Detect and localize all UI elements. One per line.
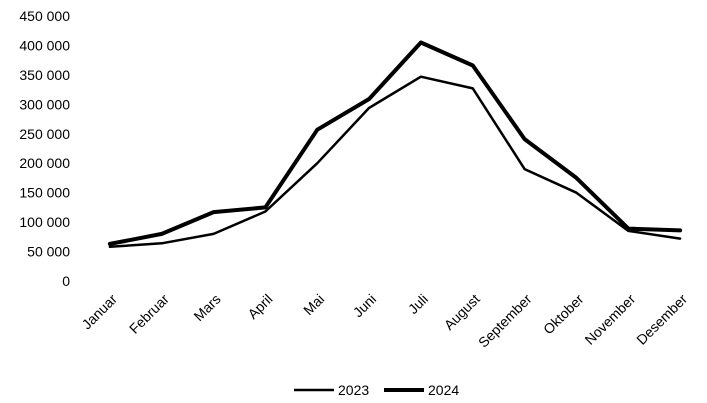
y-tick-label: 200 000 [19, 155, 70, 171]
series-line-2024 [107, 40, 683, 246]
x-tick-label: Mai [300, 291, 327, 318]
legend-label: 2023 [338, 382, 369, 398]
y-tick-label: 300 000 [19, 96, 70, 112]
x-tick-label: Juli [405, 291, 431, 317]
y-axis: 0 50 000 100 000 150 000 200 000 250 000 300 0… [19, 8, 70, 289]
x-tick-label: Mars [190, 291, 223, 324]
series-line-2023 [108, 75, 682, 249]
y-tick-label: 350 000 [19, 67, 70, 83]
y-tick-label: 0 [62, 273, 70, 289]
x-tick-label: April [244, 291, 275, 322]
y-tick-label: 400 000 [19, 37, 70, 53]
x-tick-label: November [581, 291, 638, 348]
y-tick-label: 250 000 [19, 126, 70, 142]
plot-area [107, 40, 683, 249]
y-tick-label: 150 000 [19, 185, 70, 201]
x-tick-label: Juni [350, 291, 379, 320]
x-tick-label: Februar [126, 291, 172, 337]
x-tick-label: Oktober [540, 291, 587, 338]
x-tick-label: Desember [633, 291, 690, 348]
y-tick-label: 50 000 [27, 244, 70, 260]
x-tick-label: August [441, 291, 483, 333]
x-tick-label: September [475, 291, 535, 351]
x-axis: Januar Februar Mars April Mai Juni Juli AugustS… [78, 291, 690, 351]
legend-label: 2024 [428, 382, 459, 398]
y-tick-label: 450 000 [19, 8, 70, 24]
x-tick-label: Januar [78, 291, 120, 333]
legend: 2023 2024 [294, 382, 459, 398]
y-tick-label: 100 000 [19, 214, 70, 230]
